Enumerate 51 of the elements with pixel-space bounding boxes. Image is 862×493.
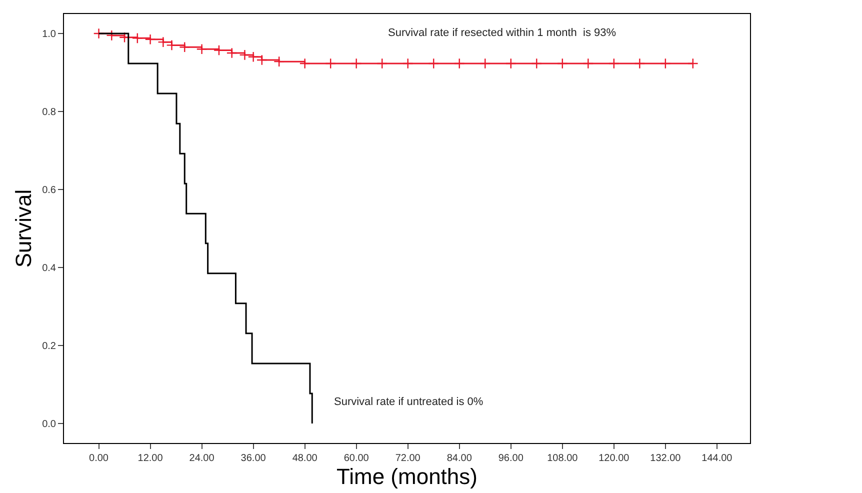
x-axis-title: Time (months) bbox=[336, 464, 478, 489]
point bbox=[256, 54, 268, 66]
point bbox=[196, 44, 208, 55]
point bbox=[454, 58, 465, 70]
point bbox=[608, 58, 620, 70]
x-tick-label: 60.00 bbox=[344, 453, 370, 464]
point bbox=[556, 58, 568, 70]
y-tick-label: 0.8 bbox=[42, 107, 56, 118]
point bbox=[402, 58, 414, 70]
x-tick-label: 144.00 bbox=[702, 453, 733, 464]
point bbox=[480, 58, 491, 70]
annotation: Survival rate if resected within 1 month is 93% bbox=[388, 27, 616, 39]
y-tick-label: 0.2 bbox=[42, 341, 56, 352]
point bbox=[119, 32, 130, 43]
x-tick-label: 36.00 bbox=[240, 453, 266, 464]
point bbox=[582, 58, 594, 70]
point bbox=[687, 58, 698, 70]
annotation: Survival rate if untreated is 0% bbox=[334, 396, 484, 408]
x-tick-label: 84.00 bbox=[446, 453, 472, 464]
y-tick-label: 0.6 bbox=[42, 185, 56, 196]
point bbox=[660, 58, 671, 70]
y-axis-title: Survival bbox=[10, 189, 36, 268]
x-tick-label: 108.00 bbox=[547, 453, 578, 464]
y-tick-label: 0.0 bbox=[42, 419, 56, 430]
x-tick-label: 12.00 bbox=[138, 453, 164, 464]
point bbox=[325, 58, 336, 70]
point bbox=[144, 34, 156, 45]
x-tick-label: 120.00 bbox=[598, 453, 630, 464]
point bbox=[158, 36, 169, 48]
x-tick-label: 24.00 bbox=[189, 453, 215, 464]
point bbox=[505, 58, 516, 70]
point bbox=[299, 58, 310, 70]
point bbox=[226, 48, 238, 58]
point bbox=[239, 49, 250, 60]
point bbox=[531, 58, 542, 70]
x-tick-label: 96.00 bbox=[498, 453, 524, 464]
x-tick-label: 132.00 bbox=[650, 453, 682, 464]
y-tick-label: 0.4 bbox=[42, 263, 56, 274]
point bbox=[634, 58, 646, 70]
point bbox=[376, 58, 388, 70]
x-tick-label: 48.00 bbox=[292, 453, 318, 464]
x-tick-label: 72.00 bbox=[395, 453, 421, 464]
y-tick-label: 1.0 bbox=[42, 29, 56, 40]
point bbox=[248, 51, 259, 62]
point bbox=[428, 58, 440, 70]
point bbox=[274, 56, 285, 68]
point bbox=[106, 30, 118, 41]
point bbox=[179, 42, 190, 53]
point bbox=[350, 58, 362, 70]
x-tick-label: 0.00 bbox=[89, 453, 109, 464]
point bbox=[132, 32, 143, 44]
